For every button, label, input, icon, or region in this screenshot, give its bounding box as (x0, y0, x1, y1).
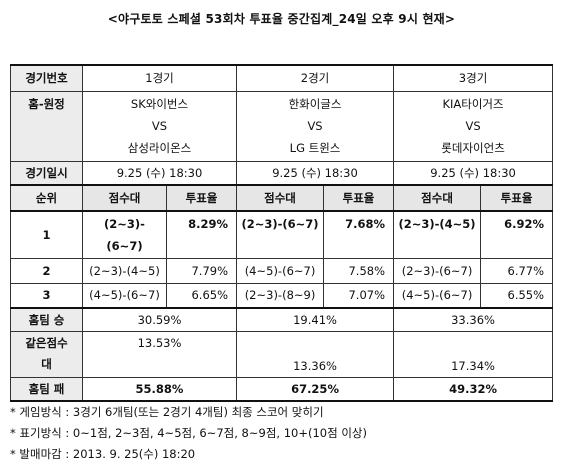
game-number-row: 경기번호 1경기 2경기 3경기 (10, 64, 554, 92)
rank-2-row: 2 (2~3)-(4~5) 7.79% (4~5)-(6~7) 7.58% (2… (10, 257, 554, 284)
note-text: 3경기 6개팀(또는 2경기 4개팀) 최종 스코어 맞히기 (72, 405, 324, 419)
game-2-matchup: 한화이글스 VS LG 트윈스 (236, 90, 395, 162)
game-1-matchup: SK와이번스 VS 삼성라이온스 (81, 90, 238, 162)
page-title: <야구토토 스페셜 53회차 투표율 중간집계_24일 오후 9시 현재> (107, 12, 456, 26)
game-1-date: 9.25 (수) 18:30 (81, 160, 238, 186)
game-3-date: 9.25 (수) 18:30 (393, 160, 554, 186)
date-row: 경기일시 9.25 (수) 18:30 9.25 (수) 18:30 9.25 … (10, 160, 554, 186)
rank-header-row: 순위 점수대 투표율 점수대 투표율 점수대 투표율 (10, 184, 554, 212)
game-2-rank-1-score: (2~3)-(6~7) (236, 210, 325, 259)
row-label-draw: 같은점수 대 (10, 330, 83, 378)
matchup-row: 홈-원정 SK와이번스 VS 삼성라이온스 한화이글스 VS LG 트윈스 KI… (10, 90, 554, 162)
note-key: 게임방식 (19, 405, 62, 419)
game-3-home-loss: 49.32% (393, 376, 554, 402)
score-header: 점수대 (393, 184, 482, 212)
away-team: 롯데자이언츠 (441, 141, 505, 155)
note-text: 2013. 9. 25(수) 18:20 (72, 447, 196, 461)
game-1-rank-1-score: (2~3)- (6~7) (82, 210, 167, 259)
game-2-rank-3-rate: 7.07% (323, 282, 395, 309)
game-3-rank-2-score: (2~3)-(6~7) (393, 257, 482, 284)
vote-rate-table: 경기번호 1경기 2경기 3경기 홈-원정 SK와이번스 VS 삼성라이온스 한… (10, 64, 554, 402)
game-1-rank-3-score: (4~5)-(6~7) (82, 282, 167, 309)
game-1-home-loss: 55.88% (81, 376, 238, 402)
note-text: 0~1점, 2~3점, 4~5점, 6~7점, 8~9점, 10+(10점 이상… (72, 426, 367, 440)
rate-header: 투표율 (165, 184, 238, 212)
game-2-header: 2경기 (236, 64, 395, 92)
vs-text: VS (465, 119, 481, 133)
note-colon: : (65, 426, 70, 440)
game-2-draw: 13.36% (236, 330, 395, 378)
game-3-rank-1-rate: 6.92% (480, 210, 554, 259)
row-label-home-loss: 홈팀 패 (10, 376, 83, 402)
draw-row: 같은점수 대 13.53% 13.36% 17.34% (10, 330, 554, 378)
home-loss-row: 홈팀 패 55.88% 67.25% 49.32% (10, 376, 554, 402)
rank-1-row: 1 (2~3)- (6~7) 8.29% (2~3)-(6~7) 7.68% (… (10, 210, 554, 259)
game-3-rank-3-score: (4~5)-(6~7) (393, 282, 482, 309)
away-team: LG 트윈스 (289, 141, 341, 155)
row-label-rank: 순위 (10, 184, 83, 212)
rate-header: 투표율 (480, 184, 554, 212)
game-2-rank-3-score: (2~3)-(8~9) (236, 282, 325, 309)
game-2-rank-2-rate: 7.58% (323, 257, 395, 284)
game-2-rank-2-score: (4~5)-(6~7) (236, 257, 325, 284)
game-2-home-win: 19.41% (236, 307, 395, 332)
note-colon: : (65, 447, 70, 461)
bullet-star: * (10, 447, 16, 461)
footnotes: * 게임방식 : 3경기 6개팀(또는 2경기 4개팀) 최종 스코어 맞히기 … (10, 402, 367, 465)
game-3-draw: 17.34% (393, 330, 554, 378)
game-3-rank-1-score: (2~3)-(4~5) (393, 210, 482, 259)
game-1-rank-2-score: (2~3)-(4~5) (82, 257, 167, 284)
note-colon: : (65, 405, 70, 419)
home-team: KIA타이거즈 (442, 97, 504, 111)
draw-label-line-1: 같은점수 (25, 336, 68, 350)
footnote-notation: * 표기방식 : 0~1점, 2~3점, 4~5점, 6~7점, 8~9점, 1… (10, 423, 367, 444)
row-label-date: 경기일시 (10, 160, 83, 186)
home-win-row: 홈팀 승 30.59% 19.41% 33.36% (10, 307, 554, 332)
game-2-date: 9.25 (수) 18:30 (236, 160, 395, 186)
game-3-header: 3경기 (393, 64, 554, 92)
bullet-star: * (10, 405, 16, 419)
footnote-game-method: * 게임방식 : 3경기 6개팀(또는 2경기 4개팀) 최종 스코어 맞히기 (10, 402, 367, 423)
home-team: SK와이번스 (130, 97, 189, 111)
game-3-home-win: 33.36% (393, 307, 554, 332)
score-part-1: (2~3)- (104, 216, 145, 231)
row-label-matchup: 홈-원정 (10, 90, 83, 162)
rate-header: 투표율 (323, 184, 395, 212)
rank-number: 2 (10, 257, 83, 284)
game-1-rank-2-rate: 7.79% (165, 257, 238, 284)
away-team: 삼성라이온스 (127, 141, 192, 155)
game-1-header: 1경기 (81, 64, 238, 92)
game-3-rank-3-rate: 6.55% (480, 282, 554, 309)
row-label-home-win: 홈팀 승 (10, 307, 83, 332)
vs-text: VS (307, 119, 323, 133)
game-2-rank-1-rate: 7.68% (323, 210, 395, 259)
game-1-rank-3-rate: 6.65% (165, 282, 238, 309)
note-key: 발매마감 (19, 447, 62, 461)
vs-text: VS (151, 119, 168, 133)
rank-number: 1 (10, 210, 83, 259)
score-header: 점수대 (82, 184, 167, 212)
game-3-matchup: KIA타이거즈 VS 롯데자이언츠 (393, 90, 554, 162)
game-2-home-loss: 67.25% (236, 376, 395, 402)
rank-3-row: 3 (4~5)-(6~7) 6.65% (2~3)-(8~9) 7.07% (4… (10, 282, 554, 309)
note-key: 표기방식 (19, 426, 62, 440)
home-team: 한화이글스 (288, 97, 342, 111)
game-3-rank-2-rate: 6.77% (480, 257, 554, 284)
rank-number: 3 (10, 282, 83, 309)
score-part-2: (6~7) (106, 238, 143, 253)
row-label-game-number: 경기번호 (10, 64, 83, 92)
draw-label-line-2: 대 (41, 357, 52, 371)
score-header: 점수대 (236, 184, 325, 212)
bullet-star: * (10, 426, 16, 440)
game-1-draw: 13.53% (81, 330, 238, 378)
game-1-rank-1-rate: 8.29% (165, 210, 238, 259)
footnote-deadline: * 발매마감 : 2013. 9. 25(수) 18:20 (10, 444, 367, 465)
game-1-home-win: 30.59% (81, 307, 238, 332)
